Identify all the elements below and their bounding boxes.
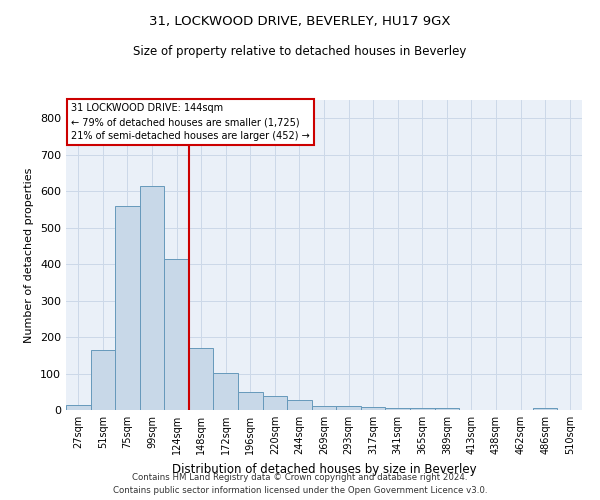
Bar bbox=[140, 186, 164, 410]
Bar bbox=[533, 408, 557, 410]
Bar bbox=[164, 258, 189, 410]
Bar bbox=[287, 400, 312, 410]
Bar bbox=[434, 408, 459, 410]
Bar bbox=[336, 406, 361, 410]
Text: 31 LOCKWOOD DRIVE: 144sqm
← 79% of detached houses are smaller (1,725)
21% of se: 31 LOCKWOOD DRIVE: 144sqm ← 79% of detac… bbox=[71, 103, 310, 141]
Bar bbox=[238, 392, 263, 410]
Bar bbox=[312, 406, 336, 410]
Bar bbox=[66, 404, 91, 410]
Text: Contains public sector information licensed under the Open Government Licence v3: Contains public sector information licen… bbox=[113, 486, 487, 495]
Bar bbox=[214, 373, 238, 410]
Bar bbox=[263, 396, 287, 410]
Bar bbox=[385, 408, 410, 410]
Bar bbox=[189, 348, 214, 410]
Text: Contains HM Land Registry data © Crown copyright and database right 2024.: Contains HM Land Registry data © Crown c… bbox=[132, 474, 468, 482]
Y-axis label: Number of detached properties: Number of detached properties bbox=[25, 168, 34, 342]
Bar bbox=[115, 206, 140, 410]
Text: Size of property relative to detached houses in Beverley: Size of property relative to detached ho… bbox=[133, 45, 467, 58]
Bar bbox=[410, 408, 434, 410]
Bar bbox=[91, 350, 115, 410]
X-axis label: Distribution of detached houses by size in Beverley: Distribution of detached houses by size … bbox=[172, 462, 476, 475]
Bar bbox=[361, 408, 385, 410]
Text: 31, LOCKWOOD DRIVE, BEVERLEY, HU17 9GX: 31, LOCKWOOD DRIVE, BEVERLEY, HU17 9GX bbox=[149, 15, 451, 28]
